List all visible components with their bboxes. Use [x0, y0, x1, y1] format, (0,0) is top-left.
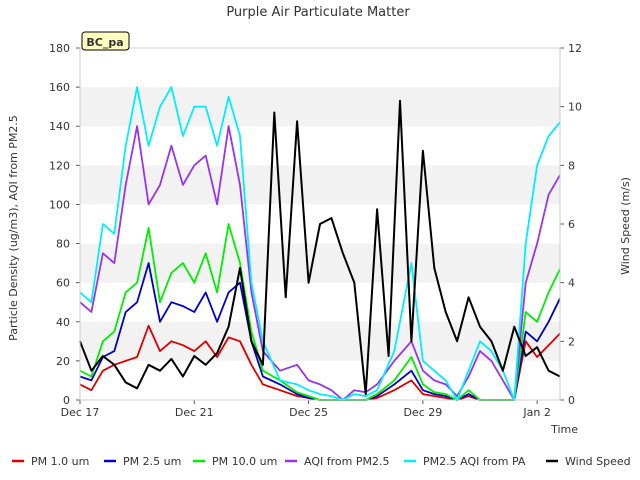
x-tick-label: Jan 2 — [522, 406, 550, 419]
grid-band — [80, 87, 560, 127]
x-tick-label: Dec 25 — [289, 406, 328, 419]
grid-band — [80, 321, 560, 361]
y-tick-label: 100 — [49, 198, 70, 211]
legend-label: PM 1.0 um — [31, 455, 89, 468]
y2-tick-label: 10 — [568, 101, 582, 114]
x-axis-label: Time — [550, 423, 578, 436]
y2-tick-label: 6 — [568, 218, 575, 231]
y-tick-label: 160 — [49, 81, 70, 94]
x-tick-label: Dec 29 — [403, 406, 442, 419]
site-label-text: BC_pa — [86, 36, 123, 49]
legend-label: AQI from PM2.5 — [304, 455, 389, 468]
series-line-4 — [79, 86, 561, 401]
y2-tick-label: 8 — [568, 159, 575, 172]
y-tick-label: 140 — [49, 120, 70, 133]
y-tick-label: 80 — [56, 238, 70, 251]
site-label: BC_pa — [81, 31, 130, 51]
y2-tick-label: 0 — [568, 394, 575, 407]
grid-band — [80, 243, 560, 283]
legend-label: PM2.5 AQI from PA — [423, 455, 526, 468]
y-tick-label: 20 — [56, 355, 70, 368]
x-tick-label: Dec 21 — [175, 406, 214, 419]
y2-axis-label: Wind Speed (m/s) — [619, 177, 632, 275]
y-tick-label: 120 — [49, 159, 70, 172]
series-line-3 — [79, 125, 561, 401]
y2-tick-label: 2 — [568, 335, 575, 348]
chart-title: Purple Air Particulate Matter — [226, 5, 410, 20]
legend-label: Wind Speed — [565, 455, 631, 468]
legend-label: PM 10.0 um — [212, 455, 277, 468]
y2-tick-label: 4 — [568, 277, 575, 290]
series-line-5 — [79, 99, 561, 396]
x-tick-label: Dec 17 — [61, 406, 100, 419]
y-tick-label: 0 — [63, 394, 70, 407]
y-tick-label: 60 — [56, 277, 70, 290]
legend-label: PM 2.5 um — [123, 455, 181, 468]
y-axis-label: Particle Density (ug/m3), AQI from PM2.5 — [7, 115, 20, 341]
plot-frame — [79, 47, 561, 401]
y-tick-label: 40 — [56, 316, 70, 329]
y2-tick-label: 12 — [568, 42, 582, 55]
y-tick-label: 180 — [49, 42, 70, 55]
